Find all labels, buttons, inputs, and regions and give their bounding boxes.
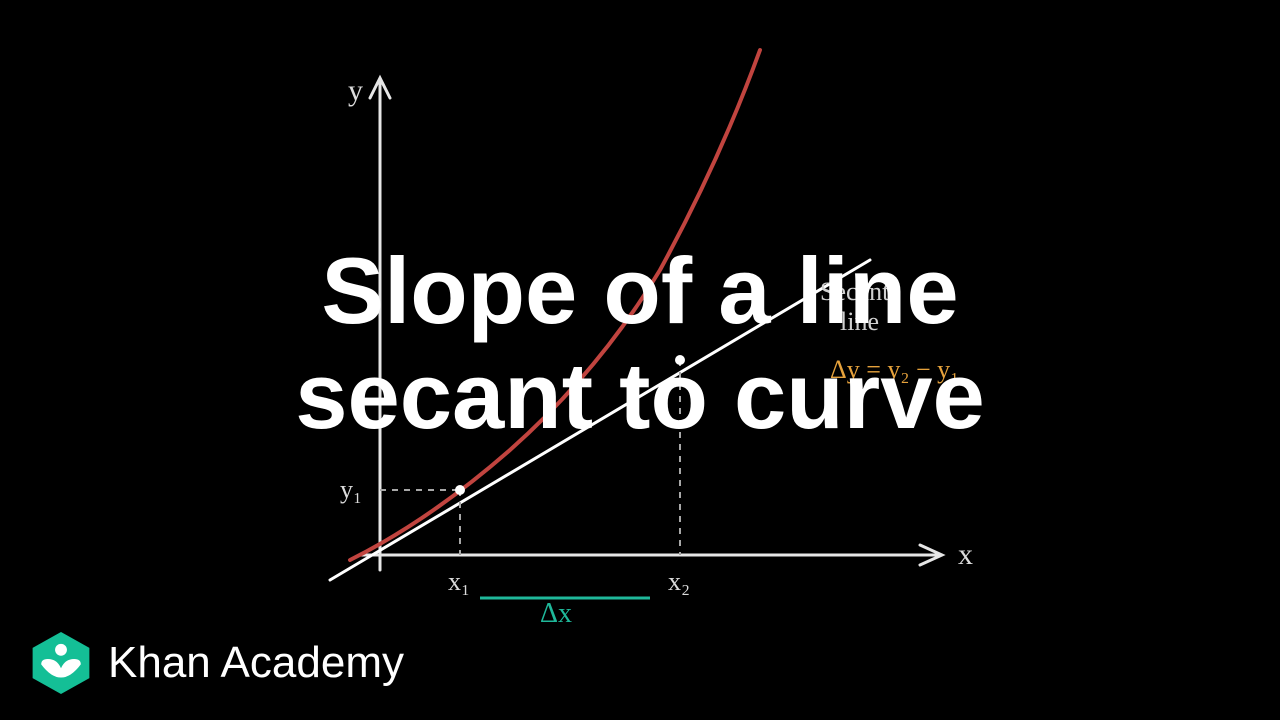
video-title: Slope of a line secant to curve <box>295 238 985 449</box>
x1-label: x₁ <box>448 567 470 596</box>
y-axis-label: y <box>348 74 363 107</box>
khan-academy-logo-icon <box>28 630 94 696</box>
delta-x-label: Δx <box>540 598 572 629</box>
y1-label: y₁ <box>340 475 362 504</box>
point-p1 <box>455 485 465 495</box>
x-axis-label: x <box>958 538 973 571</box>
title-line-2: secant to curve <box>295 343 985 448</box>
brand-block: Khan Academy <box>28 630 404 696</box>
brand-name: Khan Academy <box>108 638 404 688</box>
title-line-1: Slope of a line <box>295 238 985 343</box>
x2-label: x₂ <box>668 567 690 596</box>
